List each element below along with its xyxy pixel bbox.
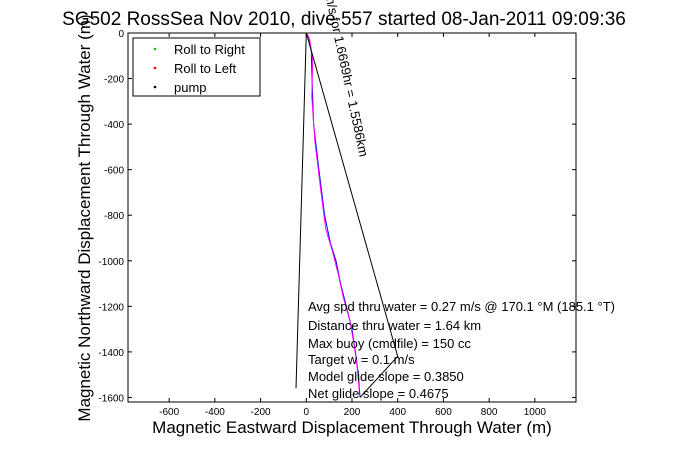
series-line-3 xyxy=(305,32,399,398)
stat-distance: Distance thru water = 1.64 km xyxy=(308,318,481,333)
x-tick-label: 200 xyxy=(344,407,361,418)
legend-label-roll-left: Roll to Left xyxy=(174,61,237,76)
y-tick-label: -1600 xyxy=(98,393,124,404)
x-tick-label: 400 xyxy=(389,407,406,418)
y-tick-label: -1400 xyxy=(98,348,124,359)
legend-label-pump: pump xyxy=(174,80,207,95)
series-line-1 xyxy=(306,32,360,391)
legend-marker-roll-left xyxy=(153,66,157,70)
y-tick-label: -1000 xyxy=(98,257,124,268)
y-tick-label: -800 xyxy=(104,211,124,222)
legend-label-roll-right: Roll to Right xyxy=(174,42,245,57)
stat-target-w: Target w = 0.1 m/s xyxy=(308,352,415,367)
y-tick-label: -600 xyxy=(104,166,124,177)
y-ticks: 0 -200 -400 -600 -800 -1000 -1200 -1400 -1600 xyxy=(98,29,576,404)
y-tick-label: -1200 xyxy=(98,302,124,313)
stat-model-glide: Model glide slope = 0.3850 xyxy=(308,369,464,384)
y-tick-label: -200 xyxy=(104,75,124,86)
stat-net-glide: Net glide slope = 0.4675 xyxy=(308,386,449,401)
series-line-2 xyxy=(295,32,307,389)
x-ticks: -600 -400 -200 0 200 400 600 800 1000 xyxy=(159,33,546,418)
x-tick-label: -200 xyxy=(251,407,271,418)
x-tick-label: 1000 xyxy=(524,407,547,418)
legend: Roll to Right Roll to Left pump xyxy=(132,37,261,97)
x-tick-label: -600 xyxy=(159,407,179,418)
x-tick-label: 0 xyxy=(304,407,310,418)
stat-avg-speed: Avg spd thru water = 0.27 m/s @ 170.1 °M… xyxy=(308,299,615,314)
x-tick-label: 800 xyxy=(481,407,498,418)
stats-annotations: Avg spd thru water = 0.27 m/s @ 170.1 °M… xyxy=(308,299,615,401)
y-tick-label: -400 xyxy=(104,120,124,131)
legend-marker-pump xyxy=(153,85,157,89)
series-group xyxy=(295,32,399,398)
y-tick-label: 0 xyxy=(118,29,124,40)
stat-max-buoy: Max buoy (cmdfile) = 150 cc xyxy=(308,336,471,351)
chart-title: SG502 RossSea Nov 2010, dive 557 started… xyxy=(62,9,626,30)
legend-marker-roll-right xyxy=(153,47,157,51)
x-tick-label: 600 xyxy=(435,407,452,418)
y-axis-label: Magnetic Northward Displacement Through … xyxy=(75,14,94,421)
x-tick-label: -400 xyxy=(205,407,225,418)
x-axis-label: Magnetic Eastward Displacement Through W… xyxy=(152,418,552,437)
